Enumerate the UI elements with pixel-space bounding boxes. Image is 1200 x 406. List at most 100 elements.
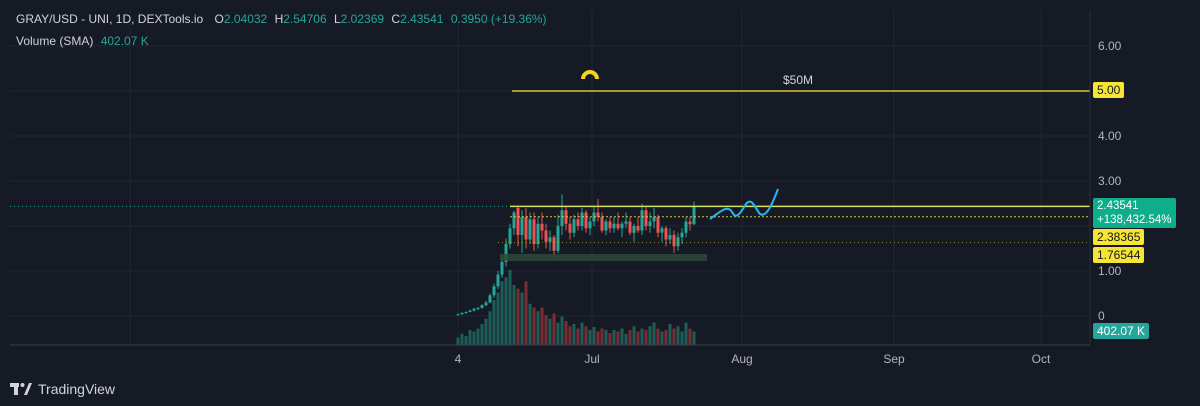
candle-body: [480, 305, 484, 308]
candle-body: [520, 217, 524, 235]
volume-bar: [660, 331, 664, 345]
volume-bar: [664, 330, 668, 345]
open-label: O: [214, 12, 224, 26]
volume-bar: [572, 324, 576, 345]
low-label: L: [333, 12, 341, 26]
candle-body: [552, 237, 556, 251]
volume-bar: [516, 288, 520, 345]
candle-body: [656, 217, 660, 233]
volume-bar: [512, 285, 516, 345]
volume-bar: [504, 277, 508, 345]
candle-body: [512, 212, 516, 229]
x-tick: Oct: [1031, 352, 1051, 366]
volume-bar: [580, 322, 584, 345]
candle-body: [648, 221, 652, 226]
candle-body: [636, 226, 640, 231]
candle-body: [496, 274, 500, 287]
volume-bar: [540, 307, 544, 345]
current-change: +138,432.54%: [1097, 214, 1172, 226]
candle-body: [688, 221, 692, 225]
level-tag-2: 2.38365: [1093, 229, 1145, 245]
candle-body: [652, 217, 656, 222]
candle-body: [556, 226, 560, 251]
volume-bar: [676, 326, 680, 345]
candle-body: [568, 223, 572, 233]
volume-value: 402.07 K: [100, 34, 149, 48]
volume-bar: [552, 313, 556, 345]
low-value: 2.02369: [340, 12, 385, 26]
candle-body: [488, 295, 492, 303]
candle-body: [632, 226, 636, 233]
candle-body: [608, 221, 612, 229]
volume-bar: [568, 326, 572, 345]
candle-body: [624, 221, 628, 224]
candle-body: [468, 310, 472, 312]
volume-bar: [584, 326, 588, 345]
candle-body: [684, 221, 688, 233]
candlesticks: [456, 194, 696, 316]
volume-bar: [556, 322, 560, 345]
symbol-title[interactable]: GRAY/USD - UNI, 1D, DEXTools.io: [16, 12, 204, 26]
candle-body: [660, 228, 664, 233]
candle-body: [456, 314, 460, 316]
volume-bar: [648, 326, 652, 345]
volume-bar: [532, 307, 536, 345]
volume-bar: [616, 331, 620, 345]
tradingview-name: TradingView: [38, 381, 116, 397]
close-label: C: [391, 12, 401, 26]
high-value: 2.54706: [283, 12, 327, 26]
hline-label: $50M: [783, 73, 814, 87]
magnet-icon: [581, 70, 599, 80]
volume-bar: [476, 328, 480, 345]
candle-body: [508, 228, 512, 244]
volume-label[interactable]: Volume (SMA): [16, 34, 94, 48]
current-price: 2.43541: [1097, 200, 1139, 212]
volume-bar: [460, 333, 464, 345]
volume-bar: [488, 311, 492, 345]
volume-bar: [608, 333, 612, 345]
candle-body: [464, 311, 468, 313]
volume-bar: [624, 333, 628, 345]
change-value: 0.3950 (+19.36%): [450, 12, 547, 26]
candle-body: [584, 212, 588, 229]
volume-bar: [688, 328, 692, 345]
volume-bar: [496, 292, 500, 345]
volume-bars: [456, 270, 696, 345]
y-tick: 4.00: [1098, 129, 1122, 143]
candle-body: [532, 219, 536, 244]
candle-body: [664, 228, 668, 240]
volume-bar: [520, 292, 524, 345]
support-zone: [500, 254, 707, 261]
candle-body: [472, 308, 476, 311]
volume-bar: [480, 324, 484, 345]
volume-bar: [644, 330, 648, 345]
candle-body: [672, 235, 676, 247]
candle-body: [572, 219, 576, 233]
volume-bar: [456, 337, 460, 345]
level-tag-3: 1.76544: [1093, 247, 1145, 263]
candle-body: [540, 223, 544, 231]
candle-body: [640, 210, 644, 231]
volume-bar: [548, 318, 552, 345]
volume-bar: [544, 315, 548, 345]
volume-bar: [628, 330, 632, 345]
volume-bar: [680, 331, 684, 345]
current-price-tag: 2.43541 +138,432.54%: [1093, 198, 1176, 228]
candle-body: [604, 221, 608, 231]
x-tick: Jul: [584, 352, 600, 366]
tradingview-branding[interactable]: TradingView: [10, 381, 115, 397]
y-tick: 6.00: [1098, 39, 1122, 53]
candle-body: [596, 212, 600, 217]
candle-body: [644, 210, 648, 226]
volume-bar: [508, 270, 512, 345]
volume-bar: [500, 281, 504, 345]
open-value: 2.04032: [223, 12, 268, 26]
y-tick: 3.00: [1098, 174, 1122, 188]
tradingview-logo-icon: [10, 383, 32, 395]
volume-bar: [484, 318, 488, 345]
volume-bar: [564, 321, 568, 345]
volume-bar: [656, 328, 660, 345]
volume-bar: [536, 311, 540, 345]
volume-bar: [596, 331, 600, 345]
